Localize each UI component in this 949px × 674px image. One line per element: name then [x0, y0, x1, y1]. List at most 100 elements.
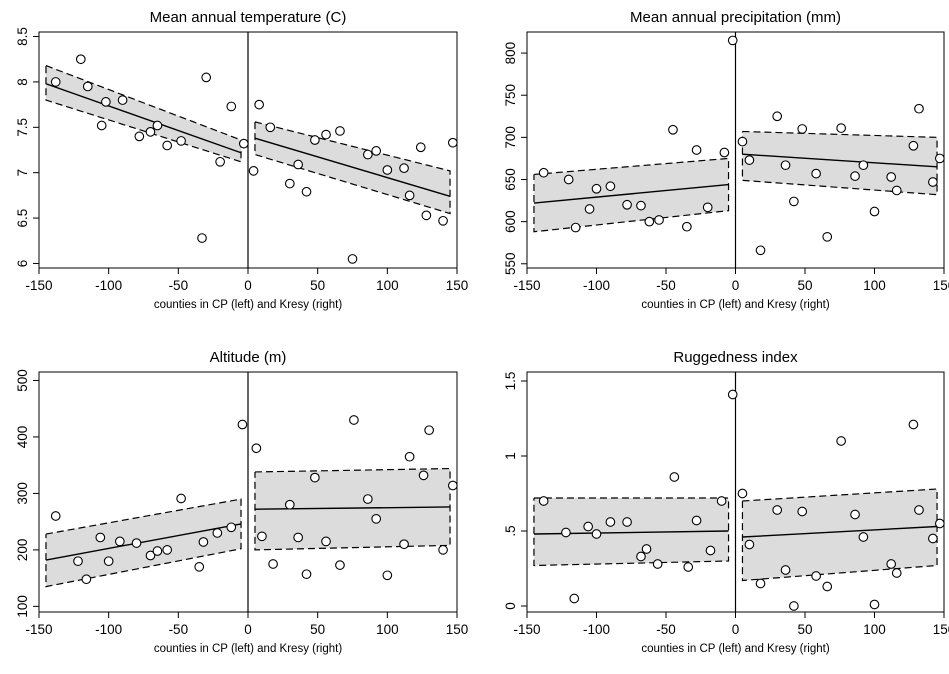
ci-bound-left: [45, 65, 242, 163]
data-point: [850, 171, 860, 181]
data-point: [563, 174, 574, 185]
data-point: [421, 210, 432, 221]
x-tick-label: -50: [656, 622, 676, 637]
data-point: [928, 533, 938, 544]
y-tick-label: 200: [15, 539, 30, 562]
data-point: [257, 531, 267, 542]
data-point: [669, 472, 680, 482]
data-point: [237, 419, 248, 430]
data-point: [584, 204, 595, 214]
y-tick-label: 600: [503, 210, 518, 233]
data-point: [404, 451, 415, 462]
data-point: [399, 539, 409, 550]
y-tick-label: 1.5: [503, 372, 518, 391]
data-point: [447, 137, 458, 148]
data-point: [95, 532, 106, 543]
data-point: [811, 168, 821, 179]
data-point: [349, 415, 359, 425]
chart-panel-2: -150 -100 -50 0 50 100 150 550 600 650 700 750 800 Me…: [503, 9, 949, 311]
x-tick-label: -150: [513, 278, 540, 293]
data-point: [622, 517, 632, 527]
data-point: [197, 233, 207, 243]
chart-title: Ruggedness index: [673, 349, 798, 366]
ci-band-left: [533, 158, 729, 232]
chart-panel-3: -150 -100 -50 0 50 100 150 100 200 300 400 500 Altit…: [15, 349, 468, 655]
data-point: [636, 551, 646, 562]
data-point: [399, 163, 409, 174]
ci-band-right: [254, 468, 451, 550]
data-point: [238, 138, 249, 149]
data-point: [886, 559, 897, 569]
data-point: [248, 166, 259, 176]
data-point: [780, 160, 791, 171]
y-tick-label: 8: [15, 78, 30, 86]
fit-line-left: [45, 523, 242, 561]
data-point: [335, 126, 345, 136]
data-point: [850, 509, 860, 520]
data-point: [789, 601, 799, 611]
data-point: [908, 140, 919, 151]
data-point: [335, 560, 345, 570]
data-point: [797, 506, 808, 517]
data-point: [447, 480, 458, 491]
data-point: [321, 536, 331, 547]
data-point: [727, 389, 738, 400]
data-point: [772, 505, 783, 515]
fit-line-left: [45, 83, 242, 154]
data-point: [691, 145, 702, 155]
ci-bound-right: [254, 121, 451, 215]
data-point: [251, 443, 262, 454]
x-tick-label: 0: [732, 278, 740, 293]
ci-band-right: [742, 489, 938, 581]
x-tick-label: 0: [732, 622, 740, 637]
y-tick-label: 7.5: [15, 118, 30, 137]
data-point: [914, 103, 924, 114]
data-point: [176, 136, 186, 146]
data-point: [644, 216, 655, 227]
data-point: [652, 559, 663, 569]
data-point: [82, 81, 93, 92]
data-point: [583, 521, 594, 532]
data-point: [145, 126, 156, 137]
data-point: [811, 571, 821, 581]
data-point: [103, 556, 114, 567]
data-point: [636, 200, 646, 211]
data-point: [131, 538, 142, 548]
data-point: [755, 245, 766, 256]
data-point: [81, 574, 92, 585]
data-point: [683, 562, 694, 572]
x-tick-label: -100: [95, 278, 122, 293]
data-point: [101, 97, 111, 107]
data-point: [822, 231, 833, 242]
data-point: [347, 254, 358, 264]
x-axis-label: counties in CP (left) and Kresy (right): [641, 299, 830, 311]
ci-bound-left: [533, 157, 730, 233]
data-point: [641, 544, 652, 554]
x-tick-label: 100: [376, 278, 399, 293]
data-point: [50, 77, 61, 87]
data-point: [382, 165, 393, 175]
data-point: [858, 160, 869, 171]
x-tick-label: -50: [169, 622, 189, 637]
fit-line-right: [254, 137, 451, 197]
data-point: [162, 140, 173, 151]
data-point: [134, 131, 145, 142]
y-tick-label: 6: [15, 260, 30, 268]
x-tick-label: -100: [583, 278, 610, 293]
data-point: [371, 513, 382, 524]
x-tick-label: -100: [95, 622, 122, 637]
x-tick-label: 50: [797, 278, 812, 293]
y-tick-label: 800: [503, 42, 518, 65]
x-tick-label: 150: [933, 622, 949, 637]
y-tick-label: 100: [15, 595, 30, 618]
y-tick-label: 0: [503, 602, 518, 610]
data-point: [254, 99, 264, 110]
data-point: [194, 561, 205, 572]
x-tick-label: 100: [376, 622, 399, 637]
data-point: [789, 196, 799, 207]
data-point: [797, 124, 808, 134]
data-point: [591, 183, 602, 194]
data-point: [362, 149, 373, 160]
y-tick-label: 500: [15, 369, 30, 392]
data-point: [418, 470, 429, 481]
